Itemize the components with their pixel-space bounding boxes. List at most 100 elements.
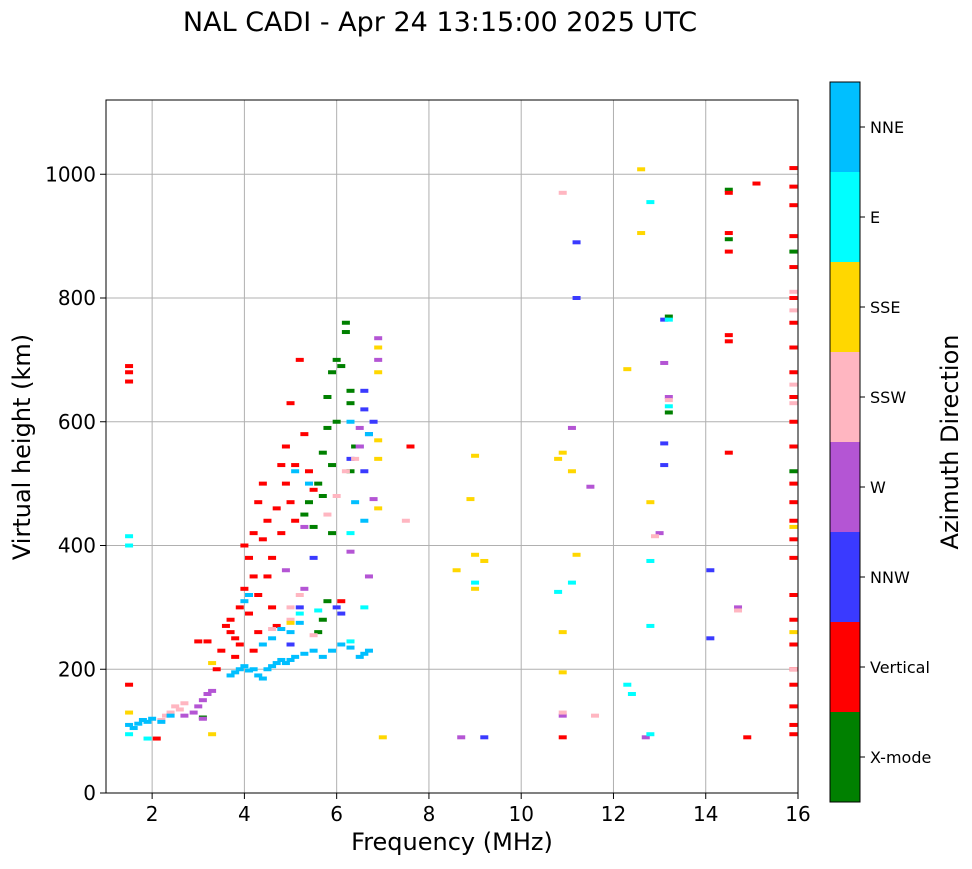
data-point-vertical: [286, 401, 295, 406]
data-point-vertical: [212, 667, 221, 672]
data-point-x-mode: [664, 410, 673, 415]
data-point-x-mode: [323, 425, 332, 430]
data-point-vertical: [235, 642, 244, 647]
data-point-vertical: [789, 370, 798, 375]
data-point-vertical: [789, 395, 798, 399]
data-point-vertical: [281, 481, 290, 486]
data-point-vertical: [258, 481, 267, 486]
y-tick-label: 800: [58, 286, 96, 310]
data-point-vertical: [272, 623, 281, 628]
data-point-sse: [374, 506, 383, 511]
data-point-e: [314, 608, 323, 613]
colorbar-segment: [830, 352, 860, 442]
data-point-sse: [471, 586, 480, 591]
data-point-vertical: [254, 500, 263, 505]
data-point-e: [143, 736, 152, 741]
data-point-nnw: [360, 388, 369, 393]
data-point-ssw: [295, 593, 304, 597]
data-point-sse: [374, 370, 383, 375]
data-point-w: [203, 692, 212, 696]
colorbar-tick-label: NNW: [870, 568, 910, 587]
data-point-vertical: [406, 444, 415, 449]
data-point-vertical: [789, 320, 798, 325]
colorbar-segment: [830, 532, 860, 622]
data-point-nnw: [360, 407, 369, 412]
data-point-nne: [346, 419, 355, 424]
data-point-vertical: [295, 357, 304, 362]
data-point-nne: [328, 648, 337, 653]
data-point-nne: [291, 469, 300, 474]
data-point-nne: [134, 721, 143, 726]
data-point-vertical: [125, 682, 134, 687]
data-point-e: [664, 404, 673, 409]
data-points: [125, 166, 798, 741]
data-point-vertical: [789, 537, 798, 542]
data-point-vertical: [789, 617, 798, 622]
y-tick-label: 600: [58, 410, 96, 434]
data-point-w: [369, 497, 378, 502]
data-point-vertical: [194, 639, 203, 644]
y-tick-label: 400: [58, 534, 96, 558]
data-point-x-mode: [318, 450, 327, 455]
data-point-sse: [452, 568, 461, 573]
data-point-vertical: [291, 463, 300, 468]
data-point-w: [558, 713, 567, 718]
data-point-w: [655, 531, 664, 536]
chart-title: NAL CADI - Apr 24 13:15:00 2025 UTC: [183, 7, 697, 38]
x-tick-label: 14: [693, 802, 718, 826]
data-point-ssw: [789, 401, 798, 406]
data-point-ssw: [664, 398, 673, 403]
data-point-w: [281, 568, 290, 573]
data-point-sse: [374, 438, 383, 443]
data-point-vertical: [789, 500, 798, 505]
data-point-x-mode: [309, 524, 318, 529]
data-point-vertical: [125, 370, 134, 375]
data-point-x-mode: [341, 330, 350, 335]
data-point-sse: [480, 558, 489, 563]
data-point-sse: [286, 620, 295, 625]
data-point-vertical: [217, 648, 226, 653]
data-point-nnw: [332, 605, 341, 610]
data-point-vertical: [286, 500, 295, 505]
data-point-nnw: [309, 555, 318, 560]
data-point-nnw: [480, 735, 489, 740]
colorbar-segment: [830, 622, 860, 712]
data-point-nnw: [706, 568, 715, 573]
data-point-vertical: [300, 432, 309, 437]
data-point-w: [641, 735, 650, 740]
data-point-vertical: [724, 450, 733, 455]
colorbar-frame: [829, 81, 861, 803]
data-point-vertical: [789, 732, 798, 737]
data-point-ssw: [789, 667, 798, 672]
data-point-vertical: [789, 704, 798, 709]
data-point-vertical: [258, 537, 267, 542]
data-point-e: [623, 682, 632, 687]
data-point-vertical: [789, 518, 798, 523]
data-point-x-mode: [337, 364, 346, 369]
data-point-nne: [258, 642, 267, 647]
data-point-x-mode: [314, 630, 323, 635]
data-point-ssw: [789, 308, 798, 313]
colorbar-label: Azimuth Direction: [936, 335, 964, 550]
data-point-x-mode: [328, 531, 337, 536]
data-point-nne: [157, 719, 166, 724]
data-point-vertical: [789, 642, 798, 647]
data-point-w: [586, 484, 595, 489]
data-point-w: [355, 444, 364, 449]
data-point-vertical: [724, 333, 733, 338]
data-point-ssw: [650, 534, 659, 539]
data-point-nnw: [360, 469, 369, 474]
x-tick-label: 10: [508, 802, 533, 826]
colorbar-tick-label: E: [870, 208, 880, 227]
data-point-vertical: [272, 506, 281, 511]
data-point-w: [208, 688, 217, 693]
data-point-sse: [554, 456, 563, 461]
y-tick-label: 1000: [45, 162, 96, 186]
x-tick-label: 6: [330, 802, 343, 826]
data-point-nnw: [337, 611, 346, 616]
data-point-vertical: [249, 574, 258, 579]
data-point-e: [125, 534, 134, 539]
data-point-e: [346, 639, 355, 644]
data-point-nne: [277, 657, 286, 662]
